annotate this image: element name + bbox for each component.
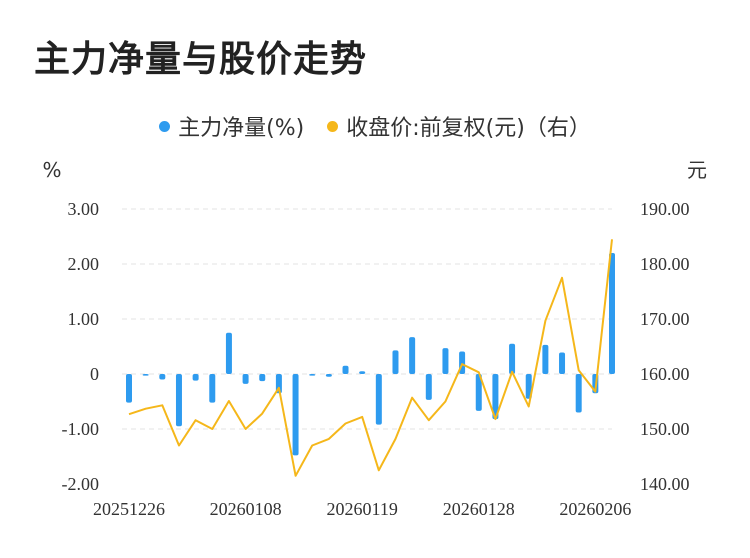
bar-net-volume [175, 374, 182, 427]
left-axis-tick-label: -1.00 [62, 419, 100, 439]
legend-dot-icon [327, 121, 339, 132]
legend-dot-icon [159, 121, 171, 132]
x-axis-tick-label: 20260206 [559, 499, 631, 519]
bar-net-volume [409, 337, 416, 374]
bar-net-volume [575, 374, 582, 413]
bar-net-volume [475, 374, 482, 411]
bar-net-volume [542, 344, 549, 374]
bar-net-volume [325, 374, 332, 377]
bar-net-volume [225, 332, 232, 374]
x-axis-tick-label: 20260108 [210, 499, 282, 519]
bar-net-volume [525, 374, 532, 399]
right-axis-tick-label: 190.00 [640, 199, 690, 219]
left-axis-tick-label: 0 [90, 364, 99, 384]
bar-net-volume [359, 371, 366, 374]
legend-label-close-price: 收盘价:前复权(元)（右） [346, 116, 591, 141]
bar-net-volume [392, 350, 399, 374]
right-axis-tick-label: 180.00 [640, 254, 690, 274]
legend-item-close-price[interactable]: 收盘价:前复权(元)（右） [327, 110, 591, 142]
bar-net-volume [192, 374, 199, 381]
x-axis-tick-label: 20251226 [93, 499, 165, 519]
legend-item-net-volume[interactable]: 主力净量(%) [159, 110, 304, 142]
left-axis-tick-label: 2.00 [68, 254, 100, 274]
bar-net-volume [609, 253, 615, 374]
bar-net-volume [159, 374, 166, 380]
bar-net-volume [209, 374, 216, 403]
bar-net-volume [492, 374, 499, 420]
bar-net-volume [375, 374, 382, 425]
bar-net-volume [242, 374, 249, 384]
legend-label-net-volume: 主力净量(%) [178, 116, 305, 141]
bar-net-volume [559, 352, 566, 374]
bar-net-volume [342, 365, 349, 374]
right-axis-tick-label: 170.00 [640, 309, 690, 329]
x-axis-tick-label: 20260119 [327, 499, 398, 519]
right-axis-unit: 元 [687, 158, 707, 182]
right-axis-tick-label: 150.00 [640, 419, 690, 439]
left-axis-tick-label: -2.00 [62, 474, 100, 494]
bar-net-volume [442, 348, 449, 374]
bar-net-volume [292, 374, 299, 456]
x-axis-tick-label: 20260128 [443, 499, 515, 519]
right-axis-tick-label: 160.00 [640, 364, 690, 384]
bar-net-volume [509, 343, 516, 374]
bar-net-volume [309, 374, 316, 376]
legend: 主力净量(%) 收盘价:前复权(元)（右） [0, 110, 750, 142]
bar-net-volume [126, 374, 132, 403]
line-close-price [128, 239, 613, 477]
left-axis-unit: % [42, 158, 61, 182]
left-axis-tick-label: 3.00 [68, 199, 100, 219]
chart-title: 主力净量与股价走势 [34, 39, 368, 80]
right-axis-tick-label: 140.00 [640, 474, 690, 494]
bar-net-volume [259, 374, 266, 382]
bar-net-volume [142, 374, 149, 376]
left-axis-tick-label: 1.00 [68, 309, 100, 329]
bar-net-volume [425, 374, 432, 400]
